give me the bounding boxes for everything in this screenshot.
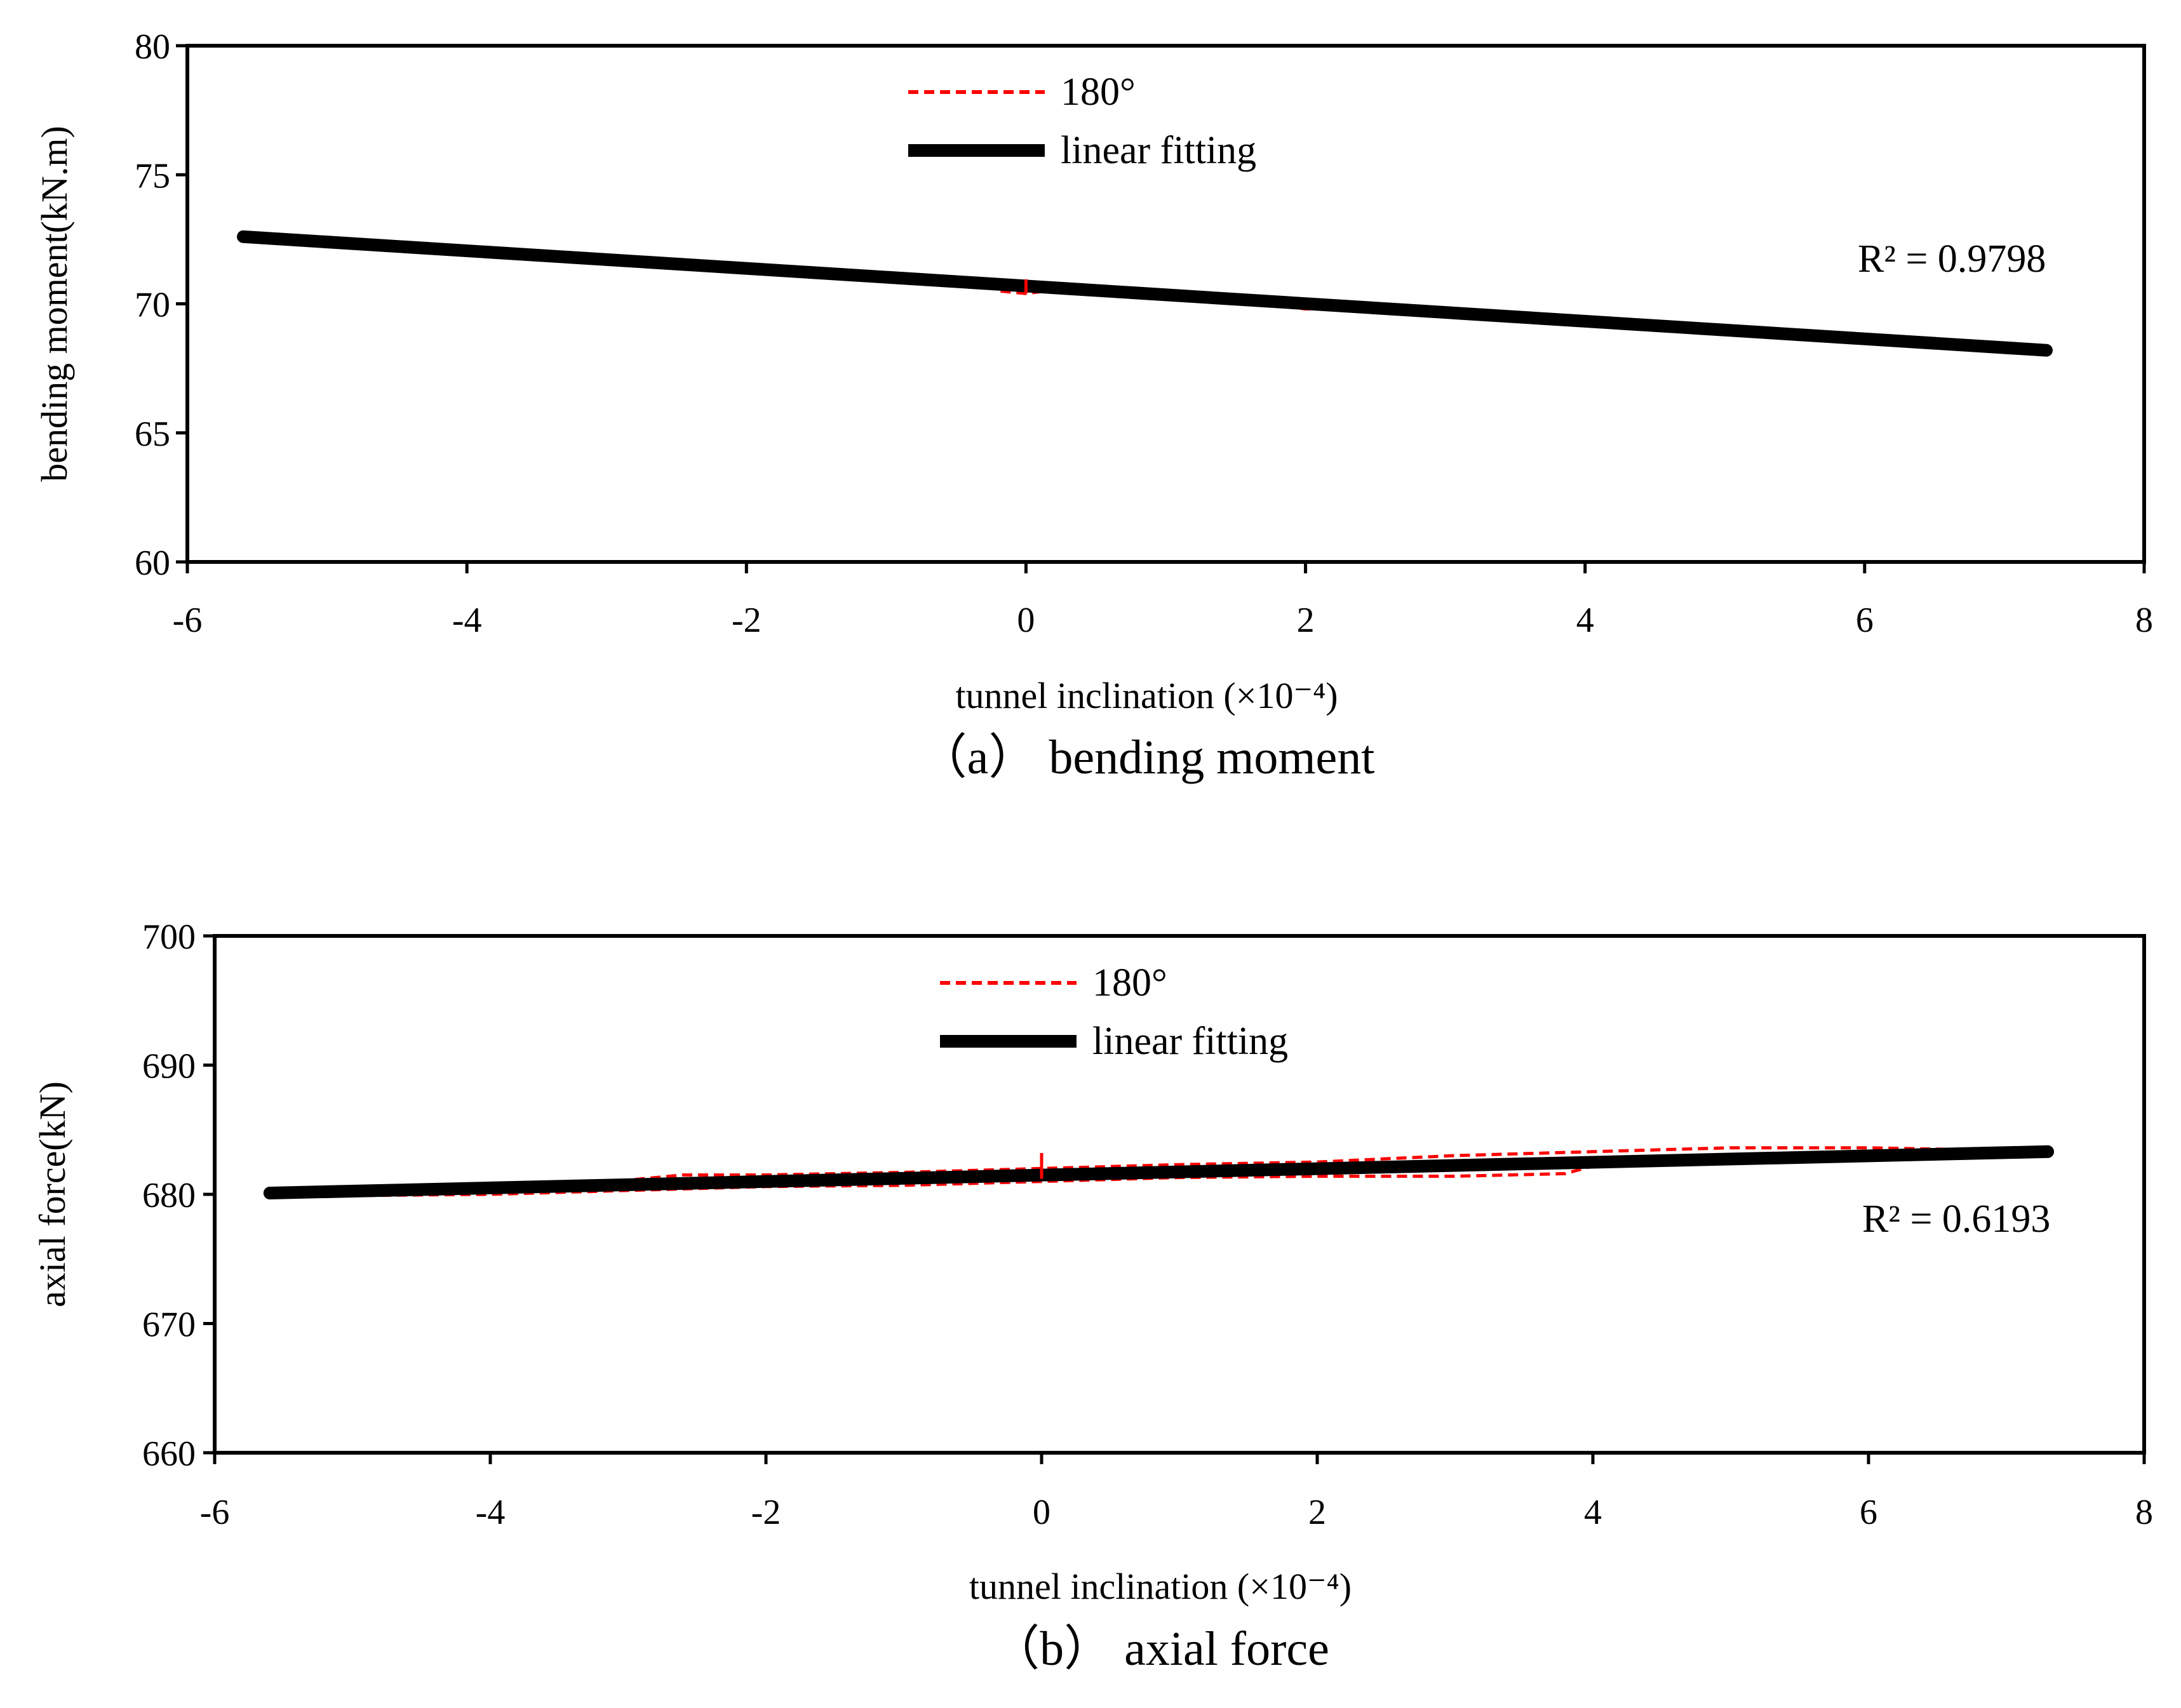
series-line-linear-fitting	[263, 1145, 2055, 1199]
y-tick-label: 70	[135, 286, 170, 325]
legend: 180° linear fitting	[940, 961, 1288, 1063]
y-tick-label: 75	[135, 156, 170, 196]
r2-annotation: R² = 0.6193	[1862, 1198, 2050, 1241]
legend-label-180deg: 180°	[1061, 70, 1136, 114]
x-tick-label: -4	[452, 601, 482, 640]
x-tick-label: -2	[751, 1493, 781, 1532]
series-line-linear-fitting	[237, 230, 2053, 357]
x-axis-label: tunnel inclination (×10⁻⁴)	[969, 1566, 1352, 1607]
chart-panel-a: -6 -4 -2 0 2 4 6 8 60 65 70 75 80 180° linear fitting R…	[34, 27, 2153, 784]
x-tick-label: -6	[173, 601, 203, 640]
y-tick-label: 660	[142, 1434, 196, 1474]
y-tick-label: 80	[135, 27, 170, 67]
y-axis-label: bending moment(kN.m)	[34, 126, 75, 482]
y-tick-label: 670	[142, 1305, 196, 1345]
x-tick-label: 2	[1297, 601, 1315, 640]
y-tick-label: 65	[135, 415, 170, 454]
y-tick-label: 60	[135, 544, 170, 583]
legend: 180° linear fitting	[908, 70, 1256, 172]
x-tick-label: 6	[1856, 601, 1874, 640]
legend-label-linear-fitting: linear fitting	[1092, 1020, 1288, 1063]
y-axis-label: axial force(kN)	[32, 1081, 73, 1307]
x-tick-label: -4	[476, 1493, 506, 1532]
legend-label-180deg: 180°	[1092, 961, 1167, 1004]
x-tick-label: 2	[1308, 1493, 1326, 1532]
x-tick-label: 0	[1017, 601, 1035, 640]
plot-frame	[213, 934, 2146, 1455]
plot-frame	[185, 44, 2146, 564]
chart-panel-b: -6 -4 -2 0 2 4 6 8 660 670 680 690 700 180° linear fit…	[32, 917, 2153, 1676]
x-tick-label: 8	[2135, 1493, 2153, 1532]
x-tick-label: 0	[1033, 1493, 1050, 1532]
legend-label-linear-fitting: linear fitting	[1061, 129, 1256, 172]
x-tick-label: 4	[1576, 601, 1594, 640]
series-line-180deg	[269, 1146, 2048, 1196]
x-tick-label: 6	[1860, 1493, 1877, 1532]
y-tick-label: 700	[142, 917, 196, 957]
y-tick-label: 680	[142, 1176, 196, 1215]
x-tick-label: -2	[732, 601, 762, 640]
x-tick-label: -6	[200, 1493, 230, 1532]
x-axis-label: tunnel inclination (×10⁻⁴)	[955, 675, 1338, 716]
chart-caption: （b） axial force	[991, 1622, 1329, 1676]
y-tick-label: 690	[142, 1047, 196, 1086]
x-tick-label: 4	[1584, 1493, 1602, 1532]
r2-annotation: R² = 0.9798	[1858, 237, 2046, 281]
x-tick-label: 8	[2135, 601, 2153, 640]
chart-caption: （a） bending moment	[919, 731, 1375, 784]
